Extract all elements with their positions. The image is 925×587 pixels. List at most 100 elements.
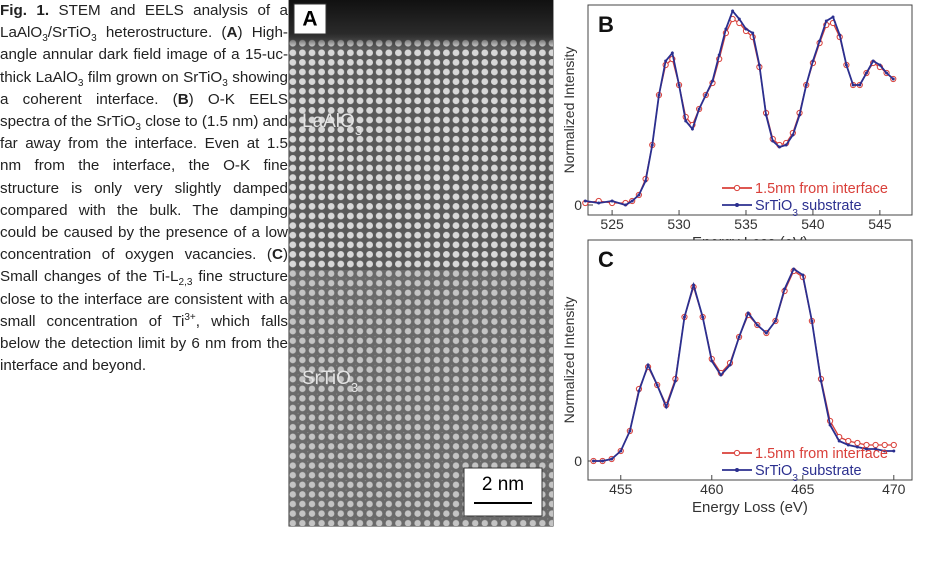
series-marker xyxy=(864,71,868,75)
series-marker xyxy=(664,405,668,409)
layer-label-sub: 3 xyxy=(351,380,358,395)
x-tick-label: 455 xyxy=(609,481,633,497)
legend-label: SrTiO3 substrate xyxy=(755,463,862,484)
series-marker xyxy=(630,199,634,203)
series-marker xyxy=(655,383,659,387)
caption-sub: 3 xyxy=(222,77,228,89)
series-marker xyxy=(710,359,714,363)
series-marker xyxy=(890,441,897,449)
series-marker xyxy=(771,139,775,143)
figure-canvas: A LaAlO3 SrTiO3 2 nm 5255305355405450Ene… xyxy=(288,0,913,527)
series-marker xyxy=(824,19,828,23)
caption-sub: 2,3 xyxy=(178,277,193,289)
chart-panel: 455 460 465 470 0 Energy Loss (eV) Normalized … xyxy=(561,239,913,516)
series-marker xyxy=(878,63,882,67)
series-marker xyxy=(657,93,661,97)
series-marker xyxy=(650,143,654,147)
series-marker xyxy=(731,9,735,13)
x-tick-label: 545 xyxy=(868,216,892,232)
caption: Fig. 1. STEM and EELS analysis of a LaAl… xyxy=(0,2,288,374)
caption-text: STEM and EELS analysis of a LaAlO xyxy=(0,2,288,42)
series-marker xyxy=(597,201,601,205)
series-marker xyxy=(757,63,761,67)
layer-label-part: LaAlO xyxy=(302,111,355,132)
series-marker xyxy=(744,27,748,31)
series-marker xyxy=(838,33,842,37)
caption-panel: B xyxy=(177,90,189,108)
y-axis-label: Normalized Intensity xyxy=(561,47,577,174)
series-marker xyxy=(701,315,705,319)
series-marker xyxy=(755,323,759,327)
series-marker xyxy=(690,127,694,131)
series-marker xyxy=(610,457,614,461)
series-marker xyxy=(711,79,715,83)
scale-bar-label: 2 nm xyxy=(482,474,524,495)
series-marker xyxy=(764,113,768,117)
series-marker xyxy=(692,283,696,287)
legend-marker xyxy=(735,468,739,472)
x-tick-label: 465 xyxy=(791,481,815,497)
series-marker xyxy=(851,83,855,87)
series-marker xyxy=(845,437,852,445)
legend-label-part: SrTiO xyxy=(755,463,792,479)
x-tick-label: 525 xyxy=(600,216,624,232)
series-marker xyxy=(673,379,677,383)
series-marker xyxy=(684,119,688,123)
series-marker xyxy=(891,77,895,81)
caption-text: close to (1.5 nm) and far away from the … xyxy=(0,113,288,264)
series-marker xyxy=(831,15,835,19)
x-tick-label: 470 xyxy=(882,481,906,497)
legend-marker xyxy=(733,184,741,192)
series-marker xyxy=(670,51,674,55)
y-tick-label: 0 xyxy=(574,453,582,469)
series-marker xyxy=(610,199,614,203)
series-marker xyxy=(717,53,721,57)
series-marker xyxy=(874,447,878,451)
series-marker xyxy=(644,179,648,183)
series-marker xyxy=(628,429,632,433)
series-marker xyxy=(583,199,587,203)
scale-bar-box xyxy=(463,467,543,517)
series-marker xyxy=(751,31,755,35)
panel-label: C xyxy=(598,247,614,272)
legend-label-part: substrate xyxy=(798,198,862,214)
legend-marker xyxy=(733,449,741,457)
series-marker xyxy=(746,311,750,315)
layer-label-sub: 3 xyxy=(355,123,362,138)
series-marker xyxy=(697,107,701,111)
layer-label: LaAlO3 xyxy=(302,111,362,138)
layer-label: SrTiO3 xyxy=(302,368,358,395)
series-marker xyxy=(619,449,623,453)
caption-text: ) O-K EELS spectra of the SrTiO xyxy=(0,90,288,131)
legend-label: 1.5nm from interface xyxy=(755,446,888,462)
series-marker xyxy=(892,449,896,453)
series-marker xyxy=(810,319,814,323)
legend-label-part: 3 xyxy=(792,208,798,219)
series-marker xyxy=(737,335,741,339)
series-marker xyxy=(737,17,741,21)
caption-sup: 3+ xyxy=(184,311,196,323)
y-tick-label: 0 xyxy=(574,197,582,213)
series-marker xyxy=(646,363,650,367)
caption-text: showing a coherent interface. ( xyxy=(0,68,288,108)
caption-text: /SrTiO xyxy=(47,24,92,42)
series-marker xyxy=(811,59,815,63)
series-marker xyxy=(724,27,728,31)
caption-text: ) Small changes of the Ti-L xyxy=(0,246,288,286)
series-marker xyxy=(837,439,841,443)
legend-marker xyxy=(735,203,739,207)
series-marker xyxy=(719,373,723,377)
caption-sub: 3 xyxy=(91,33,97,45)
series-marker xyxy=(801,273,805,277)
series-marker xyxy=(844,63,848,67)
layer-label-part: SrTiO xyxy=(302,368,351,389)
panel-label: B xyxy=(598,12,614,37)
caption-text: ) High-angle annular dark field image of… xyxy=(0,24,288,86)
series-marker xyxy=(664,59,668,63)
series-marker xyxy=(623,203,627,207)
series-marker xyxy=(791,133,795,137)
series-marker xyxy=(637,389,641,393)
legend-label-part: SrTiO xyxy=(755,198,792,214)
series-marker xyxy=(864,447,868,451)
